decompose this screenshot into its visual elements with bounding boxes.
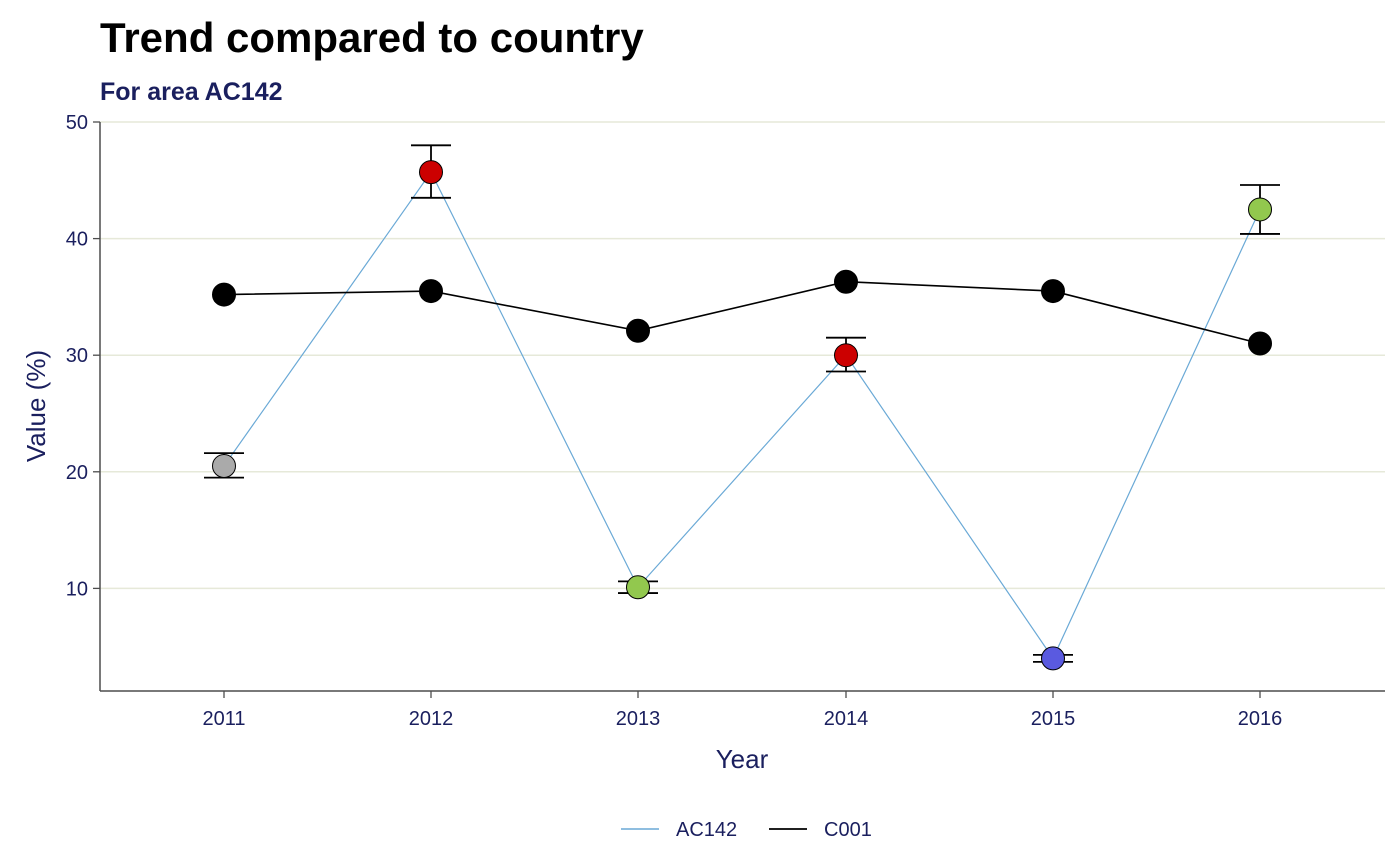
x-tick-label: 2014 xyxy=(824,708,869,730)
plot-series xyxy=(204,144,1280,663)
chart-title: Trend compared to country xyxy=(100,14,644,61)
y-tick-label: 50 xyxy=(66,112,88,134)
point-ac142 xyxy=(626,575,650,600)
y-tick-label: 10 xyxy=(66,578,88,600)
point-c001 xyxy=(1041,279,1065,304)
point-ac142 xyxy=(419,160,443,185)
chart-subtitle: For area AC142 xyxy=(100,78,283,106)
x-tick-label: 2016 xyxy=(1238,708,1283,730)
point-c001 xyxy=(1248,331,1272,356)
series-line-c001 xyxy=(223,280,1261,345)
x-tick-label: 2013 xyxy=(616,708,661,730)
point-ac142 xyxy=(834,343,858,368)
point-c001 xyxy=(834,269,858,294)
legend-label-c001: C001 xyxy=(824,819,872,841)
point-ac142 xyxy=(212,453,236,478)
y-axis-title: Value (%) xyxy=(21,350,51,462)
point-c001 xyxy=(626,318,650,343)
point-c001 xyxy=(212,282,236,307)
data-points xyxy=(212,160,1272,671)
y-tick-label: 40 xyxy=(66,229,88,251)
gridlines xyxy=(100,121,1385,590)
x-tick-label: 2011 xyxy=(202,708,245,730)
series-line-ac142 xyxy=(223,170,1261,660)
point-ac142 xyxy=(1248,197,1272,222)
legend-label-ac142: AC142 xyxy=(676,819,737,841)
point-ac142 xyxy=(1041,646,1065,671)
point-c001 xyxy=(419,279,443,304)
x-axis-title: Year xyxy=(716,744,769,774)
axes: 10 20 30 40 50 2011 2012 2013 2014 2015 2016 xyxy=(66,112,1385,730)
y-tick-label: 20 xyxy=(66,462,88,484)
legend: AC142 C001 xyxy=(621,819,872,841)
x-tick-label: 2015 xyxy=(1031,708,1076,730)
x-tick-label: 2012 xyxy=(409,708,454,730)
y-tick-label: 30 xyxy=(66,345,88,367)
